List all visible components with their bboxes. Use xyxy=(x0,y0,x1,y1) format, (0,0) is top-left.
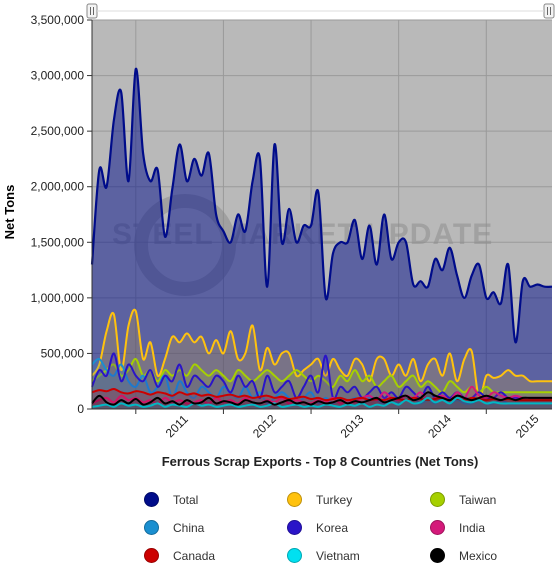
legend-label: India xyxy=(459,520,486,535)
legend-item-india[interactable]: India xyxy=(430,520,485,535)
legend-label: Taiwan xyxy=(459,492,497,507)
legend-marker xyxy=(144,548,159,563)
legend-item-turkey[interactable]: Turkey xyxy=(287,492,352,507)
x-tick-label: 2015 xyxy=(513,412,542,441)
legend-item-korea[interactable]: Korea xyxy=(287,520,348,535)
y-tick-label: 0 xyxy=(77,402,84,416)
x-tick-label: 2011 xyxy=(163,412,191,440)
legend-label: Vietnam xyxy=(316,548,360,563)
legend-label: Turkey xyxy=(316,492,353,507)
legend-item-total[interactable]: Total xyxy=(144,492,198,507)
y-tick-label: 2,000,000 xyxy=(31,180,85,194)
series-line-korea xyxy=(91,352,552,400)
y-tick-label: 3,500,000 xyxy=(31,13,85,27)
legend-item-vietnam[interactable]: Vietnam xyxy=(287,548,360,563)
chart-title: Ferrous Scrap Exports - Top 8 Countries … xyxy=(161,454,479,469)
y-tick-label: 2,500,000 xyxy=(31,124,85,138)
range-slider-handle-left[interactable] xyxy=(86,3,98,19)
series-layer xyxy=(90,67,553,409)
legend-marker xyxy=(287,520,302,535)
series-area-total xyxy=(92,68,552,409)
series-line-total xyxy=(90,67,553,344)
legend-marker xyxy=(287,492,302,507)
y-axis-ticks: 0 500,000 1,000,000 1,500,000 2,000,000 2,500… xyxy=(31,13,92,416)
legend-item-canada[interactable]: Canada xyxy=(144,548,215,563)
series-line-vietnam xyxy=(91,396,552,408)
series-area-china xyxy=(92,358,552,409)
legend-label: Korea xyxy=(316,520,349,535)
series-area-vietnam xyxy=(92,397,552,409)
legend-item-china[interactable]: China xyxy=(144,520,204,535)
legend-label: Total xyxy=(173,492,199,507)
y-tick-label: 1,000,000 xyxy=(31,291,85,305)
legend-marker xyxy=(430,492,445,507)
legend-label: Canada xyxy=(173,548,216,563)
legend-marker xyxy=(430,548,445,563)
legend-item-taiwan[interactable]: Taiwan xyxy=(430,492,496,507)
x-tick-label: 2012 xyxy=(250,412,279,441)
range-slider-handle-right[interactable] xyxy=(543,3,555,19)
y-tick-label: 1,500,000 xyxy=(31,235,85,249)
legend-item-mexico[interactable]: Mexico xyxy=(430,548,497,563)
series-area-turkey xyxy=(92,309,552,409)
y-tick-label: 3,000,000 xyxy=(31,69,85,83)
x-tick-label: 2013 xyxy=(338,412,367,441)
x-axis-ticks: 2011 2012 2013 2014 2015 xyxy=(135,409,542,441)
x-tick-label: 2014 xyxy=(425,412,454,441)
legend-label: China xyxy=(173,520,205,535)
y-tick-label: 500,000 xyxy=(41,346,85,360)
legend-marker xyxy=(144,492,159,507)
legend-marker xyxy=(430,520,445,535)
y-axis-label: Net Tons xyxy=(2,185,17,240)
legend-marker xyxy=(287,548,302,563)
legend-label: Mexico xyxy=(459,548,498,563)
legend-marker xyxy=(144,520,159,535)
series-line-mexico xyxy=(91,391,552,406)
